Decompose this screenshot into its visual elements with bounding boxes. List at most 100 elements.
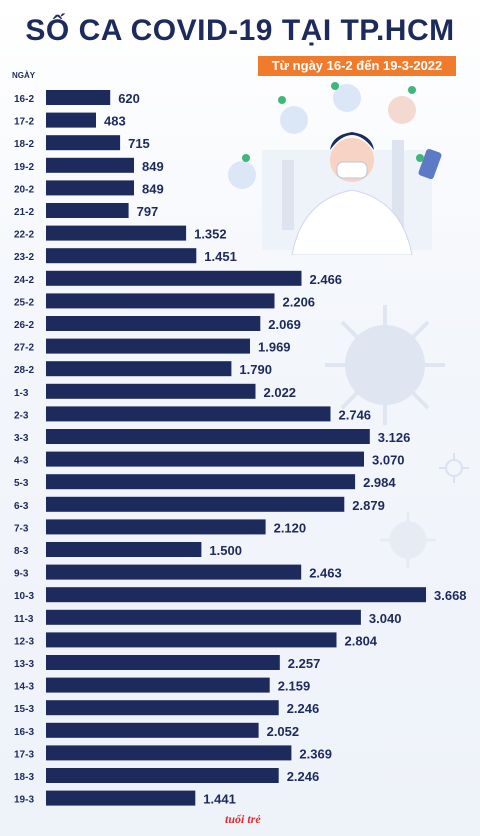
value-label: 2.879 xyxy=(352,498,385,513)
value-label: 2.246 xyxy=(287,769,320,784)
value-label: 1.500 xyxy=(209,543,242,558)
tuoi-tre-logo: tuổi trẻ xyxy=(225,812,261,826)
bar xyxy=(46,180,134,196)
bar xyxy=(46,632,337,648)
category-label: 19-3 xyxy=(14,795,34,806)
bar xyxy=(46,406,331,422)
category-label: 19-2 xyxy=(14,162,34,173)
bar xyxy=(46,135,121,151)
bar xyxy=(46,112,96,128)
category-label: 24-2 xyxy=(14,275,34,286)
category-label: 7-3 xyxy=(14,523,29,534)
virus-illustration-small xyxy=(380,512,436,568)
category-label: 4-3 xyxy=(14,456,29,467)
value-label: 620 xyxy=(118,91,140,106)
value-label: 1.451 xyxy=(204,249,237,264)
category-label: 18-2 xyxy=(14,139,34,150)
bar xyxy=(46,496,345,512)
bar xyxy=(46,745,292,761)
category-label: 17-3 xyxy=(14,749,34,760)
value-label: 2.022 xyxy=(264,385,297,400)
bar xyxy=(46,383,256,399)
bar xyxy=(46,700,279,716)
date-range-badge: Từ ngày 16-2 đến 19-3-2022 xyxy=(258,56,456,76)
value-label: 2.463 xyxy=(309,566,342,581)
category-label: 26-2 xyxy=(14,320,34,331)
bar xyxy=(46,203,129,218)
value-label: 483 xyxy=(104,114,126,129)
value-label: 2.052 xyxy=(267,724,300,739)
bar xyxy=(46,293,275,309)
bar xyxy=(46,790,196,806)
value-label: 1.790 xyxy=(239,362,272,377)
category-label: 8-3 xyxy=(14,546,29,557)
bar xyxy=(46,451,364,467)
category-label: 21-2 xyxy=(14,207,34,218)
bar xyxy=(46,361,232,377)
value-label: 849 xyxy=(142,159,164,174)
bar xyxy=(46,768,279,783)
y-axis-label: NGÀY xyxy=(12,71,36,80)
value-label: 2.984 xyxy=(363,475,396,490)
value-label: 2.257 xyxy=(288,656,321,671)
bar xyxy=(46,248,197,264)
doctor-illustration xyxy=(228,82,442,255)
category-label: 17-2 xyxy=(14,117,34,128)
value-label: 3.668 xyxy=(434,588,467,603)
category-label: 16-3 xyxy=(14,727,34,738)
category-label: 22-2 xyxy=(14,230,34,241)
category-label: 28-2 xyxy=(14,365,34,376)
value-label: 3.040 xyxy=(369,611,402,626)
category-label: 18-3 xyxy=(14,772,34,783)
bar xyxy=(46,316,261,331)
category-label: 14-3 xyxy=(14,682,34,693)
value-label: 2.159 xyxy=(278,679,311,694)
value-label: 3.126 xyxy=(378,430,411,445)
category-label: 16-2 xyxy=(14,94,34,105)
value-label: 2.120 xyxy=(274,520,307,535)
category-label: 25-2 xyxy=(14,297,34,308)
bar xyxy=(46,338,250,354)
bar xyxy=(46,677,270,693)
value-label: 2.246 xyxy=(287,701,320,716)
bar xyxy=(46,225,187,241)
value-label: 1.352 xyxy=(194,227,227,242)
bar xyxy=(46,157,134,173)
bar xyxy=(46,542,202,557)
value-label: 2.069 xyxy=(268,317,301,332)
chart-title: SỐ CA COVID-19 TẠI TP.HCM xyxy=(25,14,455,47)
bar xyxy=(46,519,266,535)
virus-illustration xyxy=(325,305,445,425)
value-label: 715 xyxy=(128,136,150,151)
category-label: 15-3 xyxy=(14,704,34,715)
value-label: 2.206 xyxy=(283,294,316,309)
bar xyxy=(46,564,302,580)
value-label: 2.369 xyxy=(299,746,332,761)
bar xyxy=(46,655,280,670)
category-label: 27-2 xyxy=(14,343,34,354)
category-label: 6-3 xyxy=(14,501,29,512)
bar xyxy=(46,270,302,286)
category-label: 23-2 xyxy=(14,252,34,263)
bar xyxy=(46,587,426,603)
category-label: 2-3 xyxy=(14,410,29,421)
category-label: 9-3 xyxy=(14,569,29,580)
category-label: 1-3 xyxy=(14,388,29,399)
value-label: 2.804 xyxy=(345,633,378,648)
bar xyxy=(46,474,356,490)
value-label: 797 xyxy=(137,204,159,219)
bar xyxy=(46,429,370,444)
category-label: 20-2 xyxy=(14,184,34,195)
category-label: 3-3 xyxy=(14,433,29,444)
category-label: 11-3 xyxy=(14,614,34,625)
category-label: 13-3 xyxy=(14,659,34,670)
value-label: 2.746 xyxy=(339,407,372,422)
bar xyxy=(46,609,361,625)
value-label: 1.441 xyxy=(203,792,236,807)
virus-illustration-tiny xyxy=(439,453,469,483)
category-label: 12-3 xyxy=(14,636,34,647)
category-label: 5-3 xyxy=(14,478,29,489)
value-label: 849 xyxy=(142,181,164,196)
bar xyxy=(46,90,111,105)
